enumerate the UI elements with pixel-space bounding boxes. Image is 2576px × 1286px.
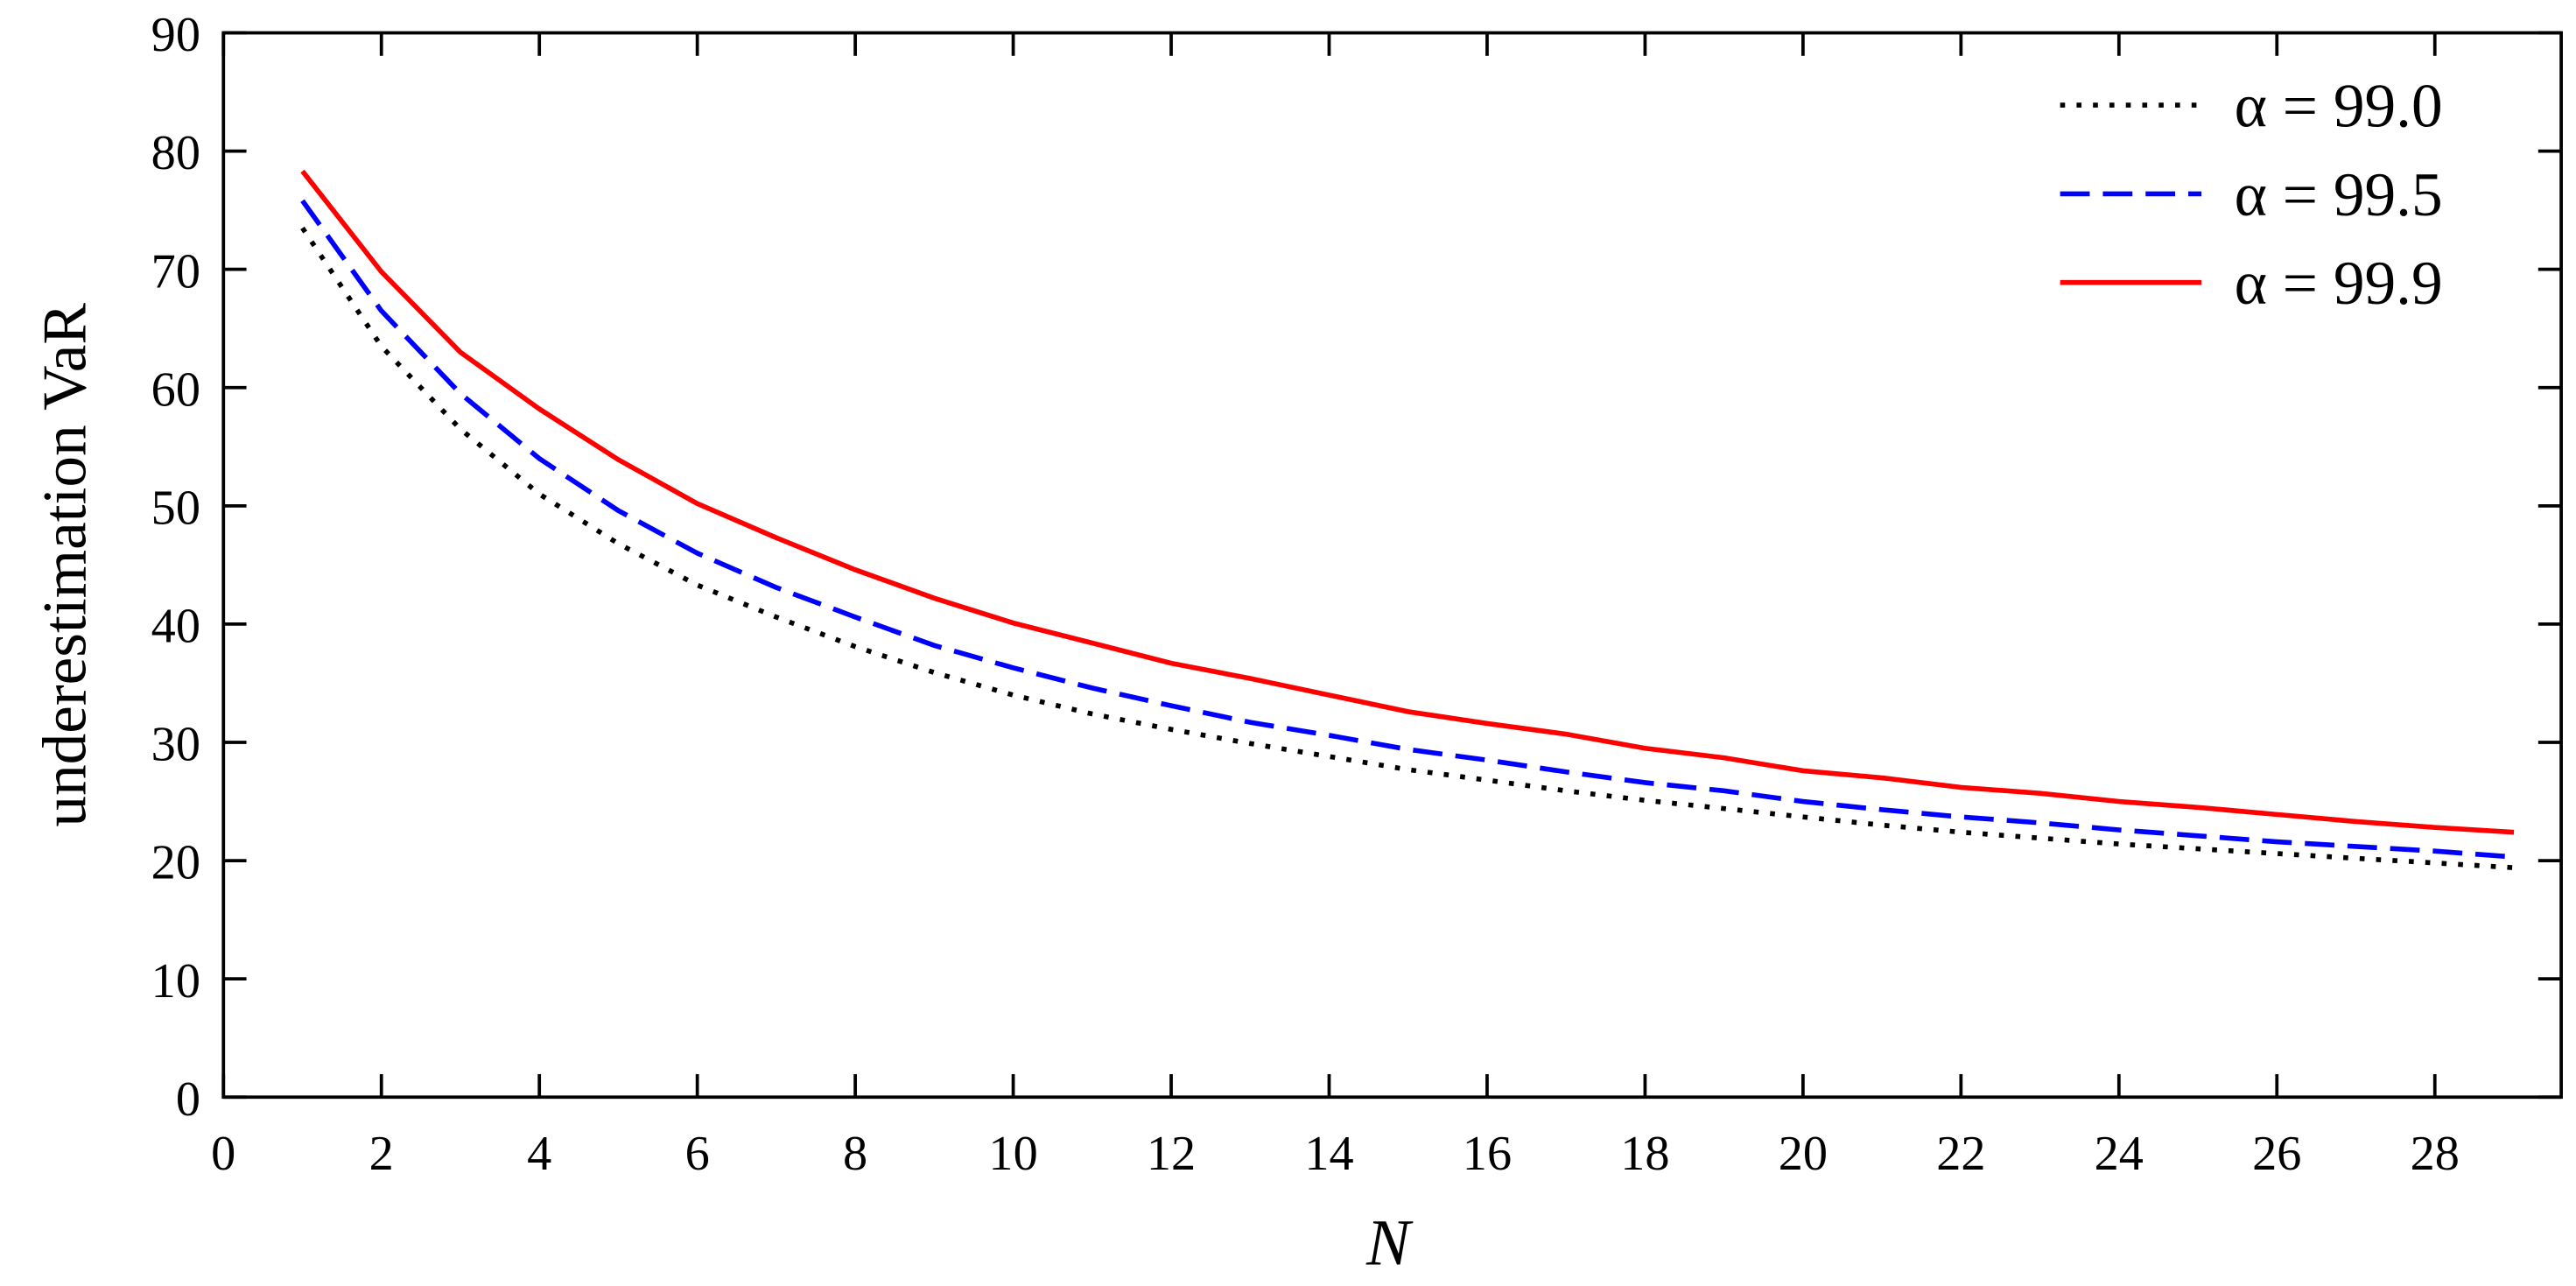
x-tick-label: 26 — [2252, 1127, 2301, 1181]
x-tick-label: 0 — [211, 1127, 235, 1181]
x-tick-label: 12 — [1147, 1127, 1196, 1181]
y-tick-label: 90 — [151, 8, 200, 62]
x-tick-label: 18 — [1620, 1127, 1669, 1181]
y-tick-label: 60 — [151, 362, 200, 417]
y-tick-label: 30 — [151, 718, 200, 772]
x-tick-label: 4 — [527, 1127, 551, 1181]
y-tick-label: 0 — [176, 1072, 200, 1127]
line-series — [300, 199, 2515, 860]
x-tick-label: 16 — [1463, 1127, 1512, 1181]
line-series — [300, 169, 2515, 835]
x-tick-label: 8 — [843, 1127, 867, 1181]
y-tick-label: 20 — [151, 836, 200, 890]
x-tick-label: 6 — [685, 1127, 710, 1181]
plot-frame — [221, 31, 2563, 1100]
y-tick-label: 50 — [151, 481, 200, 535]
x-axis-label: N — [1365, 1207, 1414, 1280]
legend-label: α = 99.9 — [2235, 249, 2443, 318]
x-tick-label: 2 — [369, 1127, 394, 1181]
y-tick-label: 70 — [151, 244, 200, 299]
y-axis-label: underestimation VaR — [31, 303, 100, 827]
line-series — [300, 226, 2515, 870]
x-tick-label: 10 — [988, 1127, 1037, 1181]
x-tick-label: 20 — [1779, 1127, 1828, 1181]
legend-label: α = 99.0 — [2235, 71, 2443, 140]
x-tick-label: 28 — [2411, 1127, 2460, 1181]
x-tick-label: 22 — [1936, 1127, 1985, 1181]
y-tick-label: 40 — [151, 600, 200, 654]
y-tick-label: 10 — [151, 954, 200, 1008]
y-tick-label: 80 — [151, 126, 200, 180]
x-tick-label: 14 — [1304, 1127, 1353, 1181]
legend-label: α = 99.5 — [2235, 160, 2443, 229]
x-tick-label: 24 — [2095, 1127, 2144, 1181]
